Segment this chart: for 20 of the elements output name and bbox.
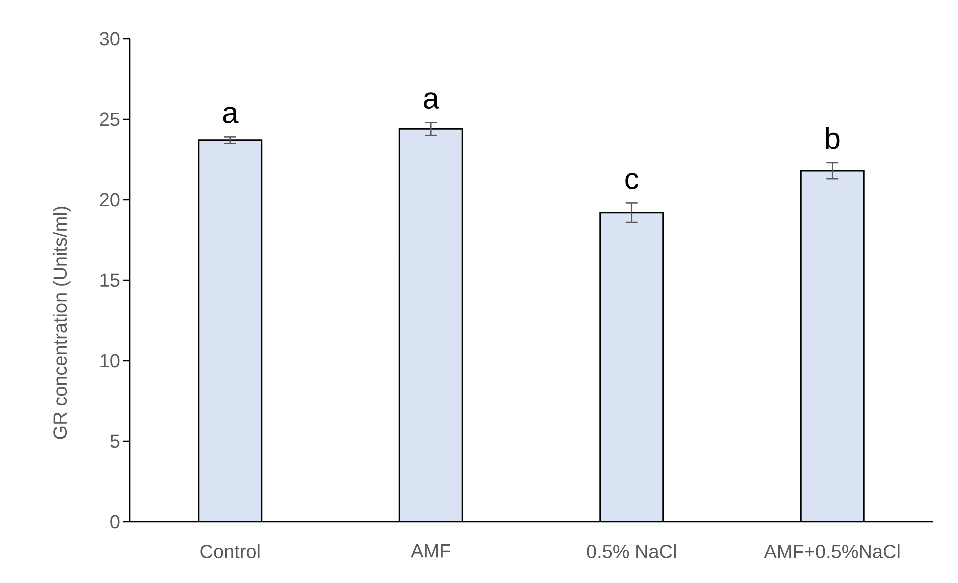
x-tick-label: 0.5% NaCl: [587, 544, 676, 558]
y-tick-label: 25: [100, 112, 120, 126]
y-tick-label: 5: [110, 434, 120, 448]
y-axis-title: GR concentration (Units/ml): [53, 207, 71, 440]
y-tick-label: 15: [100, 274, 120, 288]
annotation: a: [223, 107, 239, 124]
x-tick-label: AMF+0.5%NaCl: [764, 544, 900, 558]
bar: [198, 140, 263, 522]
y-tick-label: 0: [110, 515, 120, 529]
y-tick-label: 10: [100, 354, 120, 368]
x-tick-label: AMF: [411, 544, 450, 558]
bar: [800, 170, 865, 522]
annotation: c: [626, 173, 639, 190]
bar: [600, 212, 664, 522]
y-tick-label: 30: [100, 32, 120, 46]
bar: [398, 128, 464, 522]
annotation: a: [424, 92, 440, 110]
x-tick-label: Control: [200, 544, 260, 558]
y-tick-label: 20: [100, 193, 120, 207]
annotation: b: [826, 127, 840, 150]
